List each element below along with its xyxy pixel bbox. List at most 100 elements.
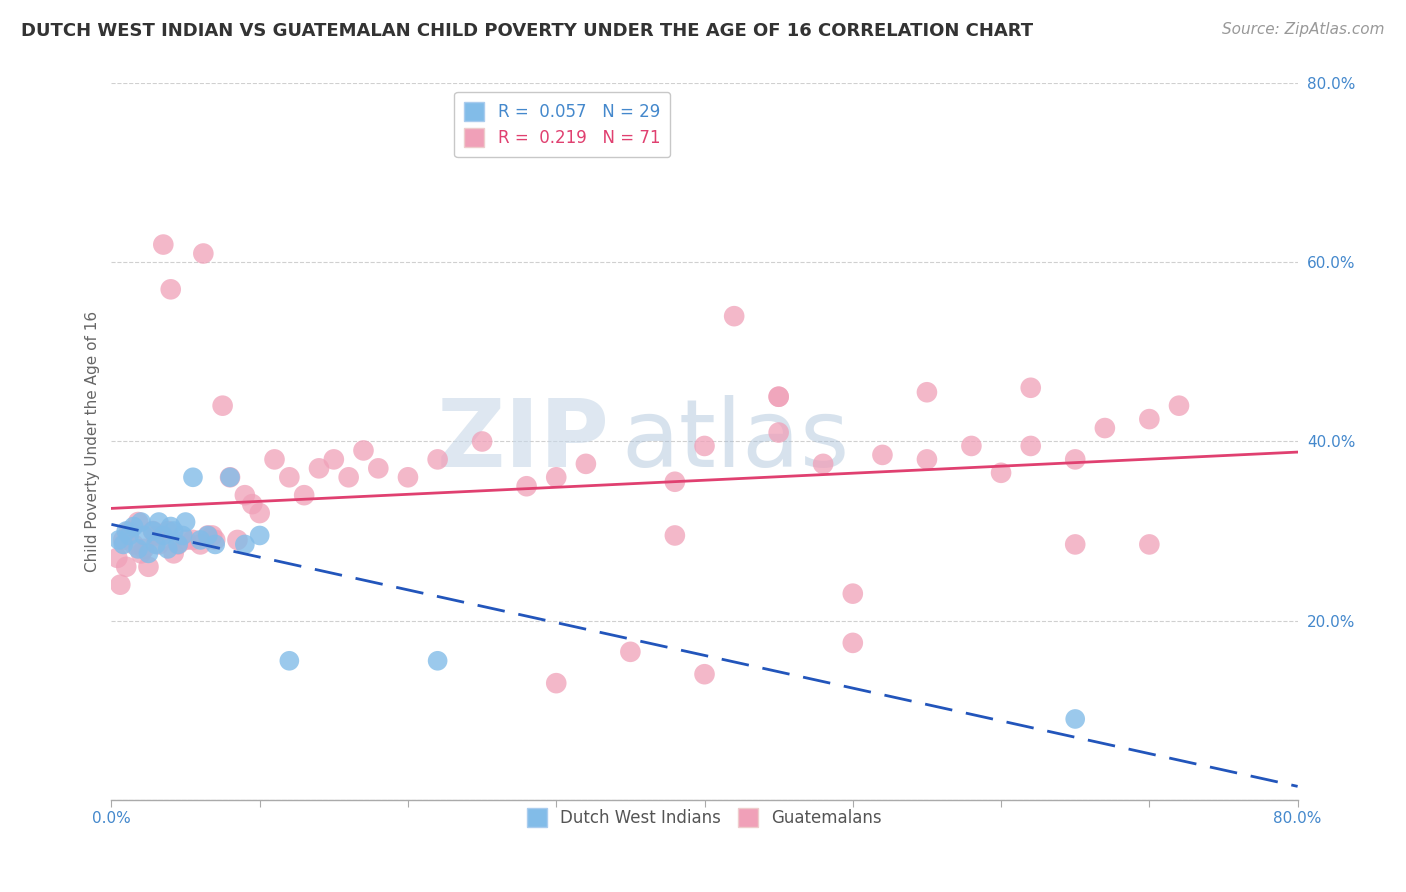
- Point: [181, 533, 204, 547]
- Point: [193, 246, 215, 260]
- Point: [148, 515, 170, 529]
- Point: [872, 448, 894, 462]
- Point: [842, 587, 865, 601]
- Text: ZIP: ZIP: [437, 395, 610, 488]
- Point: [197, 528, 219, 542]
- Point: [1094, 421, 1116, 435]
- Text: Source: ZipAtlas.com: Source: ZipAtlas.com: [1222, 22, 1385, 37]
- Point: [152, 528, 174, 542]
- Point: [308, 461, 330, 475]
- Point: [112, 537, 135, 551]
- Point: [249, 528, 271, 542]
- Point: [1168, 399, 1191, 413]
- Point: [915, 385, 938, 400]
- Point: [112, 533, 135, 547]
- Point: [174, 533, 197, 547]
- Point: [118, 528, 141, 542]
- Point: [664, 475, 686, 489]
- Point: [181, 470, 204, 484]
- Point: [201, 528, 224, 542]
- Point: [115, 524, 138, 538]
- Point: [292, 488, 315, 502]
- Point: [204, 533, 226, 547]
- Point: [278, 470, 301, 484]
- Point: [167, 537, 190, 551]
- Point: [118, 524, 141, 538]
- Point: [172, 528, 194, 542]
- Point: [138, 559, 160, 574]
- Point: [159, 282, 181, 296]
- Point: [619, 645, 641, 659]
- Point: [575, 457, 598, 471]
- Point: [197, 528, 219, 542]
- Point: [129, 515, 152, 529]
- Point: [396, 470, 419, 484]
- Point: [768, 425, 790, 440]
- Point: [723, 309, 745, 323]
- Point: [156, 541, 179, 556]
- Point: [108, 533, 131, 547]
- Point: [127, 541, 149, 556]
- Point: [132, 541, 155, 556]
- Point: [516, 479, 538, 493]
- Text: DUTCH WEST INDIAN VS GUATEMALAN CHILD POVERTY UNDER THE AGE OF 16 CORRELATION CH: DUTCH WEST INDIAN VS GUATEMALAN CHILD PO…: [21, 22, 1033, 40]
- Point: [240, 497, 263, 511]
- Point: [693, 439, 716, 453]
- Point: [204, 537, 226, 551]
- Point: [278, 654, 301, 668]
- Point: [190, 533, 212, 547]
- Point: [115, 559, 138, 574]
- Point: [132, 528, 155, 542]
- Point: [105, 550, 128, 565]
- Point: [990, 466, 1012, 480]
- Point: [1064, 452, 1087, 467]
- Point: [152, 237, 174, 252]
- Point: [960, 439, 983, 453]
- Point: [915, 452, 938, 467]
- Point: [233, 488, 256, 502]
- Point: [142, 524, 165, 538]
- Point: [353, 443, 375, 458]
- Point: [138, 546, 160, 560]
- Point: [367, 461, 389, 475]
- Legend: Dutch West Indians, Guatemalans: Dutch West Indians, Guatemalans: [520, 802, 889, 834]
- Point: [546, 470, 568, 484]
- Point: [546, 676, 568, 690]
- Point: [129, 546, 152, 560]
- Point: [768, 390, 790, 404]
- Point: [127, 515, 149, 529]
- Point: [219, 470, 242, 484]
- Point: [167, 537, 190, 551]
- Point: [426, 654, 449, 668]
- Point: [426, 452, 449, 467]
- Point: [322, 452, 344, 467]
- Point: [1137, 537, 1160, 551]
- Point: [471, 434, 494, 449]
- Point: [693, 667, 716, 681]
- Point: [219, 470, 242, 484]
- Point: [249, 506, 271, 520]
- Point: [163, 546, 186, 560]
- Point: [1064, 712, 1087, 726]
- Point: [156, 524, 179, 538]
- Point: [122, 519, 145, 533]
- Point: [142, 524, 165, 538]
- Point: [842, 636, 865, 650]
- Point: [337, 470, 360, 484]
- Point: [148, 537, 170, 551]
- Text: atlas: atlas: [621, 395, 849, 488]
- Point: [811, 457, 834, 471]
- Point: [1064, 537, 1087, 551]
- Point: [1019, 381, 1042, 395]
- Point: [145, 528, 167, 542]
- Point: [1019, 439, 1042, 453]
- Point: [110, 577, 132, 591]
- Point: [159, 519, 181, 533]
- Point: [226, 533, 249, 547]
- Point: [233, 537, 256, 551]
- Point: [190, 537, 212, 551]
- Point: [768, 390, 790, 404]
- Y-axis label: Child Poverty Under the Age of 16: Child Poverty Under the Age of 16: [86, 311, 100, 572]
- Point: [122, 537, 145, 551]
- Point: [174, 515, 197, 529]
